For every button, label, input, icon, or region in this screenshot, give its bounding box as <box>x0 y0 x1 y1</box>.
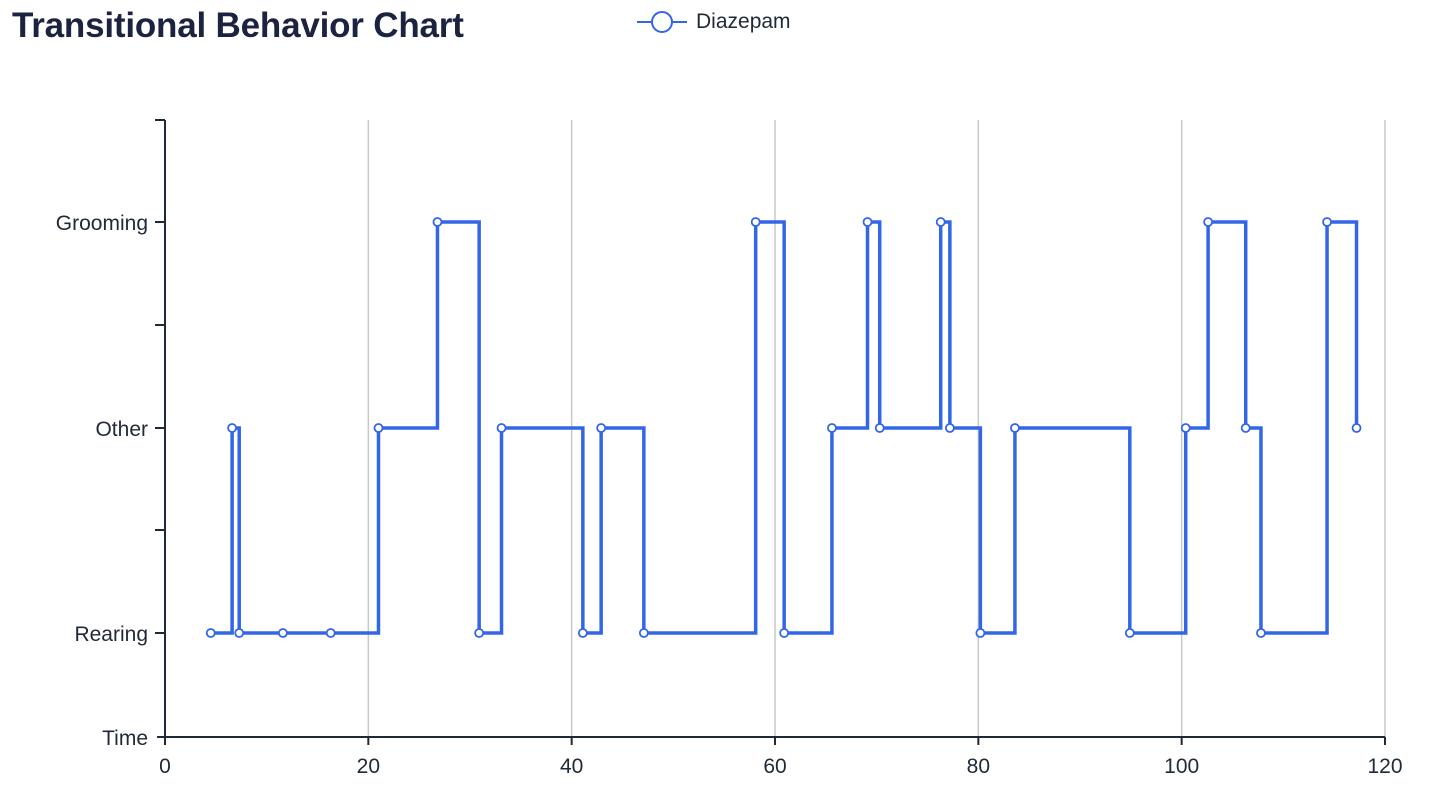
data-point[interactable] <box>234 628 245 638</box>
data-point[interactable] <box>278 628 288 638</box>
x-axis-ticks: 0 20 40 60 80 100 120 <box>159 737 1403 778</box>
data-point[interactable] <box>205 628 216 638</box>
data-point[interactable] <box>862 217 873 227</box>
y-tick-label: Grooming <box>56 212 148 235</box>
data-point[interactable] <box>227 423 238 433</box>
data-point[interactable] <box>577 628 588 638</box>
data-point[interactable] <box>779 628 790 638</box>
data-point[interactable] <box>474 628 485 638</box>
x-tick-label: 80 <box>967 755 990 778</box>
data-point[interactable] <box>1124 628 1135 638</box>
chart-title: Transitional Behavior Chart <box>12 6 464 45</box>
data-point[interactable] <box>1322 217 1332 227</box>
x-tick-label: 0 <box>159 755 171 778</box>
y-axis-ticks: Time Rearing Other Grooming <box>56 119 165 750</box>
series-diazepam <box>205 217 1362 638</box>
x-tick-label: 40 <box>560 755 583 778</box>
chart-legend[interactable]: Diazepam <box>636 8 791 36</box>
data-point[interactable] <box>373 423 384 433</box>
data-point[interactable] <box>638 628 649 638</box>
data-point[interactable] <box>432 217 443 227</box>
x-tick-label: 120 <box>1367 755 1402 778</box>
data-point[interactable] <box>827 423 837 433</box>
data-point[interactable] <box>1240 423 1251 433</box>
data-point[interactable] <box>1351 423 1362 433</box>
legend-marker-icon <box>637 11 687 33</box>
data-point[interactable] <box>750 217 761 227</box>
legend-label-diazepam: Diazepam <box>696 10 791 33</box>
data-point[interactable] <box>325 628 336 638</box>
data-point[interactable] <box>975 628 986 638</box>
data-point[interactable] <box>596 423 607 433</box>
x-tick-label: 100 <box>1164 755 1199 778</box>
y-tick-label: Other <box>95 418 148 441</box>
data-point[interactable] <box>496 423 507 433</box>
y-tick-label: Rearing <box>74 623 148 646</box>
data-point[interactable] <box>1180 423 1191 433</box>
y-tick-label: Time <box>102 727 148 750</box>
data-point[interactable] <box>1010 423 1020 433</box>
data-point[interactable] <box>1203 217 1213 227</box>
x-tick-label: 60 <box>763 755 786 778</box>
data-point[interactable] <box>935 217 946 227</box>
data-point[interactable] <box>944 423 955 433</box>
data-point[interactable] <box>1256 628 1266 638</box>
x-tick-label: 20 <box>357 755 380 778</box>
data-point[interactable] <box>874 423 885 433</box>
